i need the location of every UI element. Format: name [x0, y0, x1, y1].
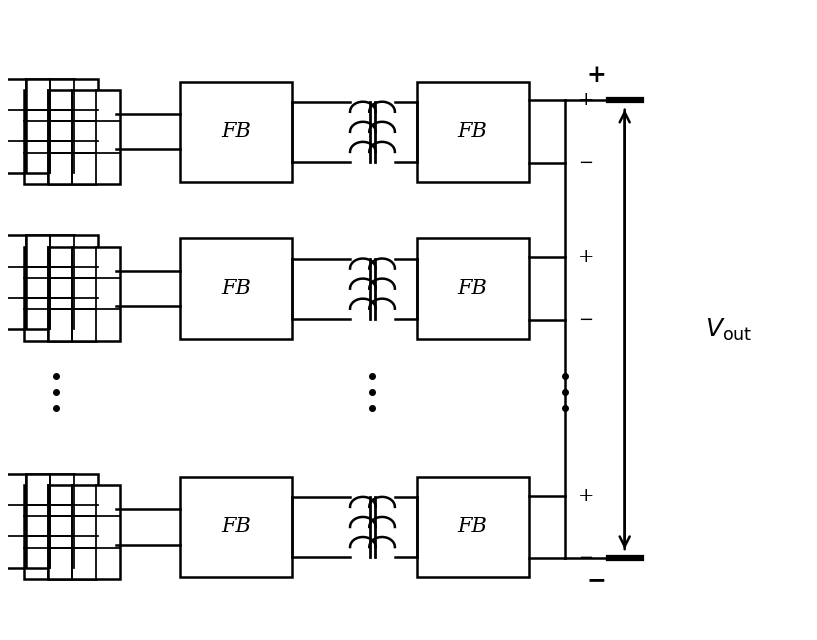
Text: −: −: [578, 549, 593, 567]
Bar: [181, 239, 292, 339]
Bar: [2, 79, 74, 173]
Text: +: +: [578, 486, 595, 504]
Bar: [48, 90, 120, 184]
Bar: [181, 82, 292, 182]
Text: FB: FB: [458, 279, 488, 298]
Text: +: +: [587, 63, 606, 88]
Text: FB: FB: [221, 279, 252, 298]
Text: +: +: [578, 92, 595, 109]
Bar: [417, 239, 529, 339]
Bar: [26, 79, 98, 173]
Bar: [25, 90, 96, 184]
Bar: [26, 236, 98, 330]
Bar: [2, 236, 74, 330]
Text: FB: FB: [458, 518, 488, 536]
Text: −: −: [587, 568, 606, 592]
Bar: [48, 485, 120, 579]
Text: FB: FB: [458, 122, 488, 141]
Bar: [26, 474, 98, 568]
Bar: [181, 477, 292, 577]
Text: FB: FB: [221, 122, 252, 141]
Bar: [417, 82, 529, 182]
Bar: [25, 485, 96, 579]
Text: −: −: [578, 154, 593, 172]
Text: +: +: [578, 248, 595, 266]
Text: −: −: [578, 311, 593, 329]
Bar: [48, 246, 120, 340]
Text: $V_\mathrm{out}$: $V_\mathrm{out}$: [705, 316, 752, 342]
Bar: [417, 477, 529, 577]
Text: FB: FB: [221, 518, 252, 536]
Bar: [2, 474, 74, 568]
Bar: [25, 246, 96, 340]
